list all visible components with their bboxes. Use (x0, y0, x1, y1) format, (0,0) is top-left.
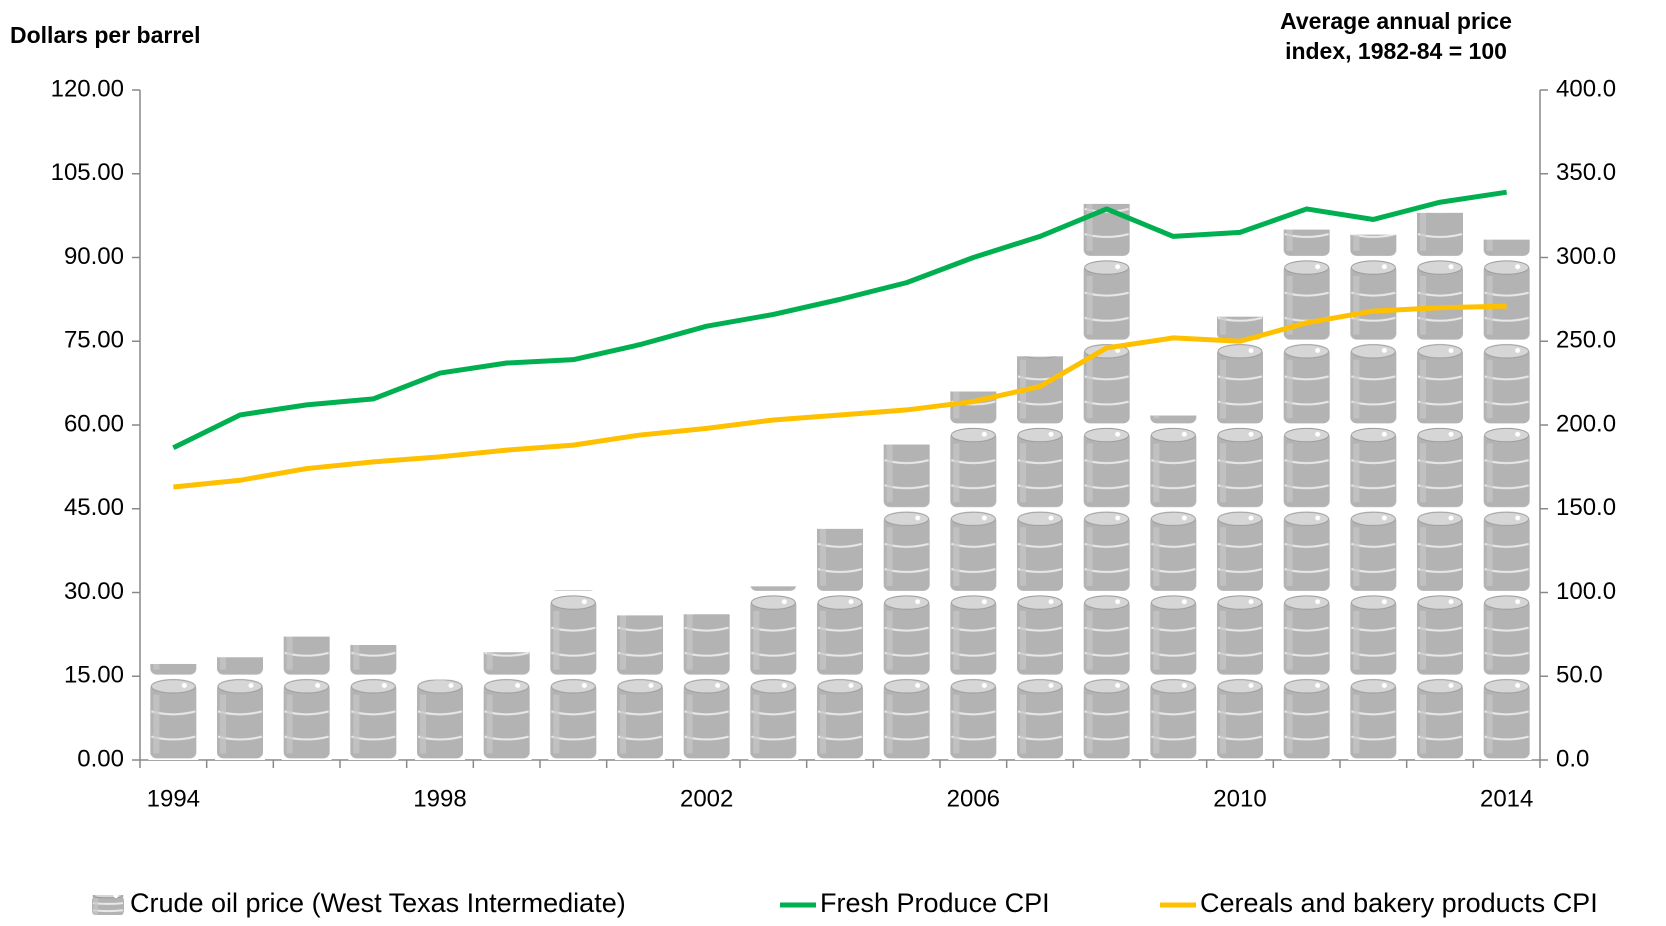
bar (815, 529, 865, 760)
y-tick-label: 90.00 (64, 243, 124, 270)
bar (415, 680, 465, 760)
bar (1015, 356, 1065, 760)
y-tick-label: 0.00 (77, 745, 124, 772)
bar (1415, 213, 1465, 760)
y2-tick-label: 0.0 (1556, 745, 1589, 772)
bar (1282, 230, 1332, 760)
chart-page: Dollars per barrel Average annual price … (0, 0, 1666, 926)
bar (1082, 204, 1132, 760)
y2-tick-label: 250.0 (1556, 327, 1616, 354)
bar (748, 586, 798, 760)
bar (882, 445, 932, 760)
y2-tick-label: 100.0 (1556, 578, 1616, 605)
y2-tick-label: 400.0 (1556, 75, 1616, 102)
y-tick-label: 75.00 (64, 327, 124, 354)
bar (948, 392, 998, 761)
legend-swatch (90, 895, 126, 915)
bar (548, 590, 598, 760)
x-tick-label: 1998 (413, 785, 466, 812)
y-tick-label: 120.00 (51, 75, 124, 102)
y-tick-label: 45.00 (64, 494, 124, 521)
x-tick-label: 2002 (680, 785, 733, 812)
y2-tick-label: 150.0 (1556, 494, 1616, 521)
x-tick-label: 2014 (1480, 785, 1533, 812)
y-tick-label: 15.00 (64, 662, 124, 689)
y-tick-label: 60.00 (64, 410, 124, 437)
bar (615, 615, 665, 760)
bar (282, 637, 332, 760)
y-tick-label: 30.00 (64, 578, 124, 605)
legend-label: Fresh Produce CPI (820, 888, 1050, 918)
bar (148, 664, 198, 760)
y2-tick-label: 200.0 (1556, 410, 1616, 437)
chart: 0.00 15.00 30.00 45.00 60.00 75.00 90.00 105.00… (0, 0, 1666, 926)
y2-tick-label: 300.0 (1556, 243, 1616, 270)
x-tick-label: 2010 (1213, 785, 1266, 812)
legend-label: Cereals and bakery products CPI (1200, 888, 1598, 918)
bar (1148, 416, 1198, 760)
bar (215, 657, 265, 760)
bar (1482, 240, 1532, 760)
bar (682, 614, 732, 760)
bar (348, 645, 398, 760)
y2-tick-label: 350.0 (1556, 159, 1616, 186)
y-tick-label: 105.00 (51, 159, 124, 186)
bar (1215, 317, 1265, 760)
y2-tick-label: 50.0 (1556, 662, 1603, 689)
x-tick-label: 2006 (947, 785, 1000, 812)
legend-label: Crude oil price (West Texas Intermediate… (130, 888, 626, 918)
x-tick-label: 1994 (147, 785, 200, 812)
bar (482, 652, 532, 760)
